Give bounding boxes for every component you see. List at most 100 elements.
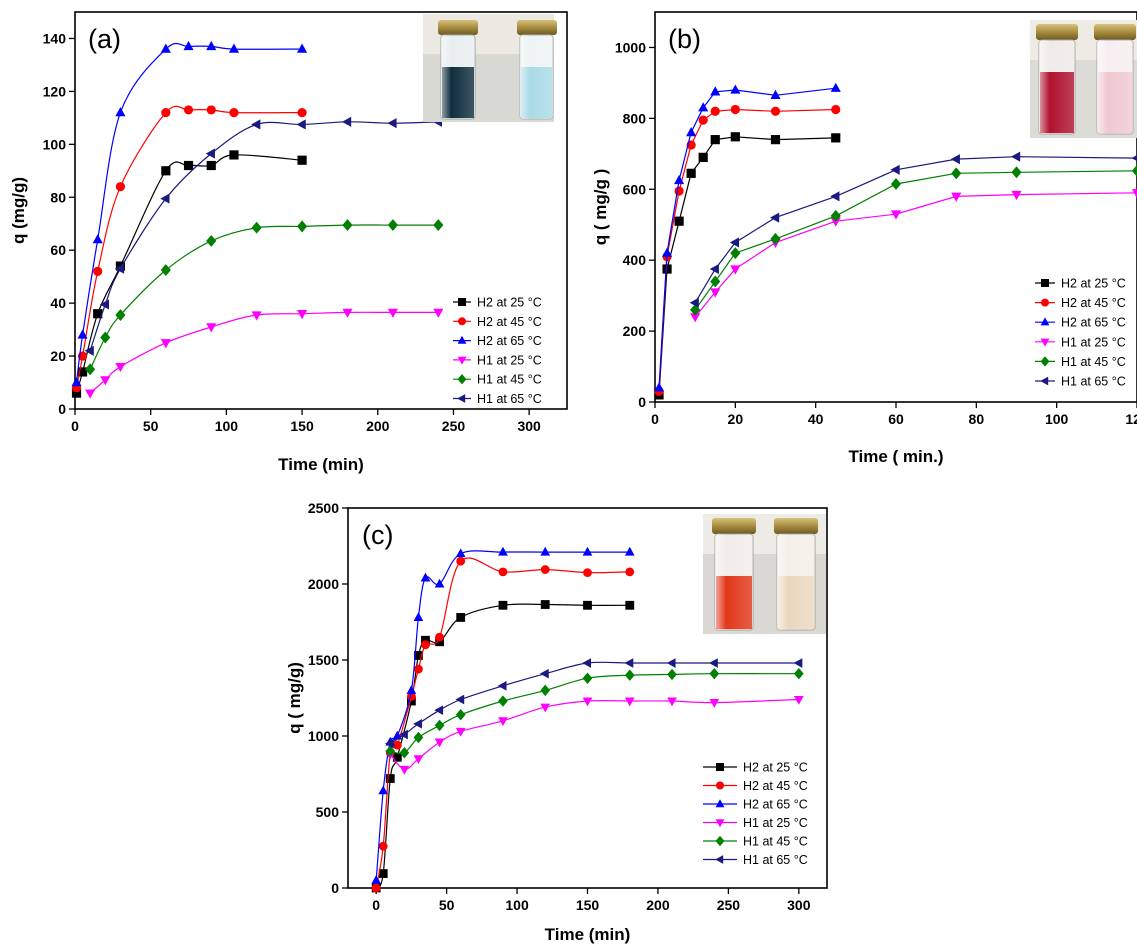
legend-entry: H2 at 45 °C [1061,296,1126,310]
data-point-series-0 [456,613,466,622]
legend-entry: H2 at 25 °C [477,296,542,310]
x-axis-label: Time (min) [278,455,364,474]
legend-marker [1040,356,1050,367]
data-point-series-1 [371,883,381,893]
data-point-series-2 [160,43,171,53]
data-point-series-5 [950,154,960,165]
data-point-series-3 [709,699,720,708]
data-point-series-5 [729,237,740,248]
y-axis-label: q (mg/g) [9,177,28,244]
data-point-series-0 [583,600,592,610]
data-point-series-4 [342,219,353,232]
data-point-series-2 [540,546,551,556]
x-tick-label: 0 [651,411,659,427]
data-point-series-2 [371,875,382,884]
data-point-series-3 [399,765,410,775]
data-point-series-2 [582,546,593,556]
legend-marker [716,763,724,771]
data-point-series-0 [183,160,194,171]
data-point-series-2 [183,40,194,51]
y-tick-label: 0 [331,880,339,896]
y-tick-label: 120 [43,83,67,99]
data-point-series-4 [730,247,741,260]
legend-marker [1040,376,1049,386]
data-point-series-2 [455,548,466,558]
data-point-series-4 [709,667,720,680]
series-line-4 [390,673,799,755]
data-point-series-2 [413,612,424,621]
x-tick-label: 150 [290,418,314,434]
data-point-series-5 [341,116,352,127]
data-point-series-5 [387,118,397,129]
data-point-series-2 [770,89,781,99]
y-axis-label: q ( mg/g ) [591,169,610,245]
data-point-series-4 [160,264,171,277]
data-point-series-5 [769,212,780,223]
legend-marker [457,374,467,385]
data-point-series-1 [115,182,126,192]
y-tick-label: 100 [43,136,67,152]
legend-entry: H1 at 25 °C [1061,335,1126,349]
data-point-series-3 [690,313,701,323]
data-point-series-2 [698,102,709,112]
data-point-series-3 [667,697,677,707]
data-point-series-1 [698,115,708,125]
x-tick-label: 300 [787,897,811,913]
data-point-series-5 [1131,155,1137,162]
legend-entry: H2 at 65 °C [1061,316,1126,330]
data-point-series-1 [206,105,216,115]
data-point-series-1 [710,106,720,116]
data-point-series-3 [433,308,444,318]
data-point-series-2 [653,382,665,392]
data-point-series-1 [498,567,508,577]
data-point-series-1 [456,556,466,566]
data-point-series-2 [730,84,741,94]
panel-label: (c) [362,520,393,550]
legend-marker [1040,317,1050,326]
x-tick-label: 120 [1125,411,1137,427]
data-point-series-3 [160,339,171,349]
panel-c-chart: 0 50 100 150 200 250 300 0 500 1000 1500 2000 2500 Ti… [285,500,828,944]
data-point-series-0 [686,168,696,178]
data-point-series-2 [710,86,721,96]
data-point-series-2 [115,107,126,117]
data-point-series-2 [624,546,635,556]
data-point-series-4 [385,745,396,757]
legend-marker [457,335,467,344]
series-line-3 [389,698,799,771]
series-line-0 [75,154,303,394]
data-point-series-3 [115,362,126,373]
x-tick-label: 20 [728,411,744,427]
data-point-series-2 [434,578,445,588]
y-tick-label: 500 [316,804,340,820]
legend-marker [715,799,725,808]
data-point-series-3 [951,192,962,202]
data-point-series-2 [686,127,697,137]
legend-marker [1041,298,1049,307]
data-point-series-5 [709,658,718,668]
series-line-2 [375,550,630,881]
panel-label: (b) [668,24,701,54]
data-point-series-0 [392,752,402,762]
data-point-series-5 [1010,151,1021,162]
series-line-0 [375,603,630,889]
data-point-series-1 [770,106,781,116]
data-point-series-3 [434,738,445,748]
data-point-series-4 [297,220,308,233]
data-point-series-0 [710,135,720,145]
legend-entry: H1 at 45 °C [743,835,808,849]
data-point-series-1 [392,740,402,750]
data-point-series-0 [93,309,103,319]
series-line-5 [89,121,439,351]
data-point-series-2 [498,546,508,556]
data-point-series-0 [161,166,171,176]
x-tick-label: 0 [71,418,79,434]
data-point-series-5 [99,299,109,310]
data-point-series-3 [342,308,353,318]
data-point-series-3 [582,697,593,707]
x-tick-label: 80 [969,411,985,427]
data-point-series-3 [206,323,217,333]
x-tick-label: 0 [372,897,380,913]
legend-entry: H2 at 45 °C [743,779,808,793]
